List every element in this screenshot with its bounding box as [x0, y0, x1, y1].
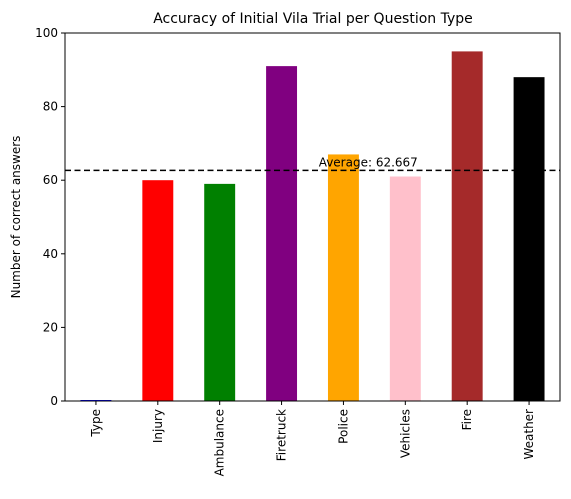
bar-weather	[513, 77, 545, 401]
plot-frame	[64, 32, 561, 402]
bar-injury	[142, 180, 174, 401]
bar-fire	[451, 51, 483, 402]
x-tick-label-weather: Weather	[522, 409, 536, 460]
x-tick-label-ambulance: Ambulance	[213, 409, 227, 476]
y-tick-label: 80	[43, 100, 58, 114]
x-tick-label-type: Type	[89, 409, 103, 438]
x-tick-label-vehicles: Vehicles	[398, 409, 412, 458]
plot-area: Average: 62.667 0 20 40 60 80 100 Type Injury Amb…	[35, 26, 561, 476]
y-tick-label: 0	[50, 394, 58, 408]
x-tick-label-police: Police	[336, 409, 350, 444]
chart-title: Accuracy of Initial Vila Trial per Quest…	[153, 11, 473, 27]
y-tick-label: 20	[43, 320, 58, 334]
bar-vehicles	[389, 176, 421, 401]
average-label: Average: 62.667	[319, 155, 418, 169]
bar-firetruck	[266, 66, 298, 402]
y-tick-label: 40	[43, 247, 58, 261]
y-axis-label: Number of correct answers	[9, 136, 23, 299]
bar-police	[327, 154, 359, 401]
x-tick-label-injury: Injury	[151, 409, 165, 443]
y-tick-label: 100	[35, 26, 58, 40]
x-tick-label-fire: Fire	[460, 409, 474, 430]
y-tick-label: 60	[43, 173, 58, 187]
bar-ambulance	[204, 183, 236, 401]
x-tick-label-firetruck: Firetruck	[275, 409, 289, 461]
